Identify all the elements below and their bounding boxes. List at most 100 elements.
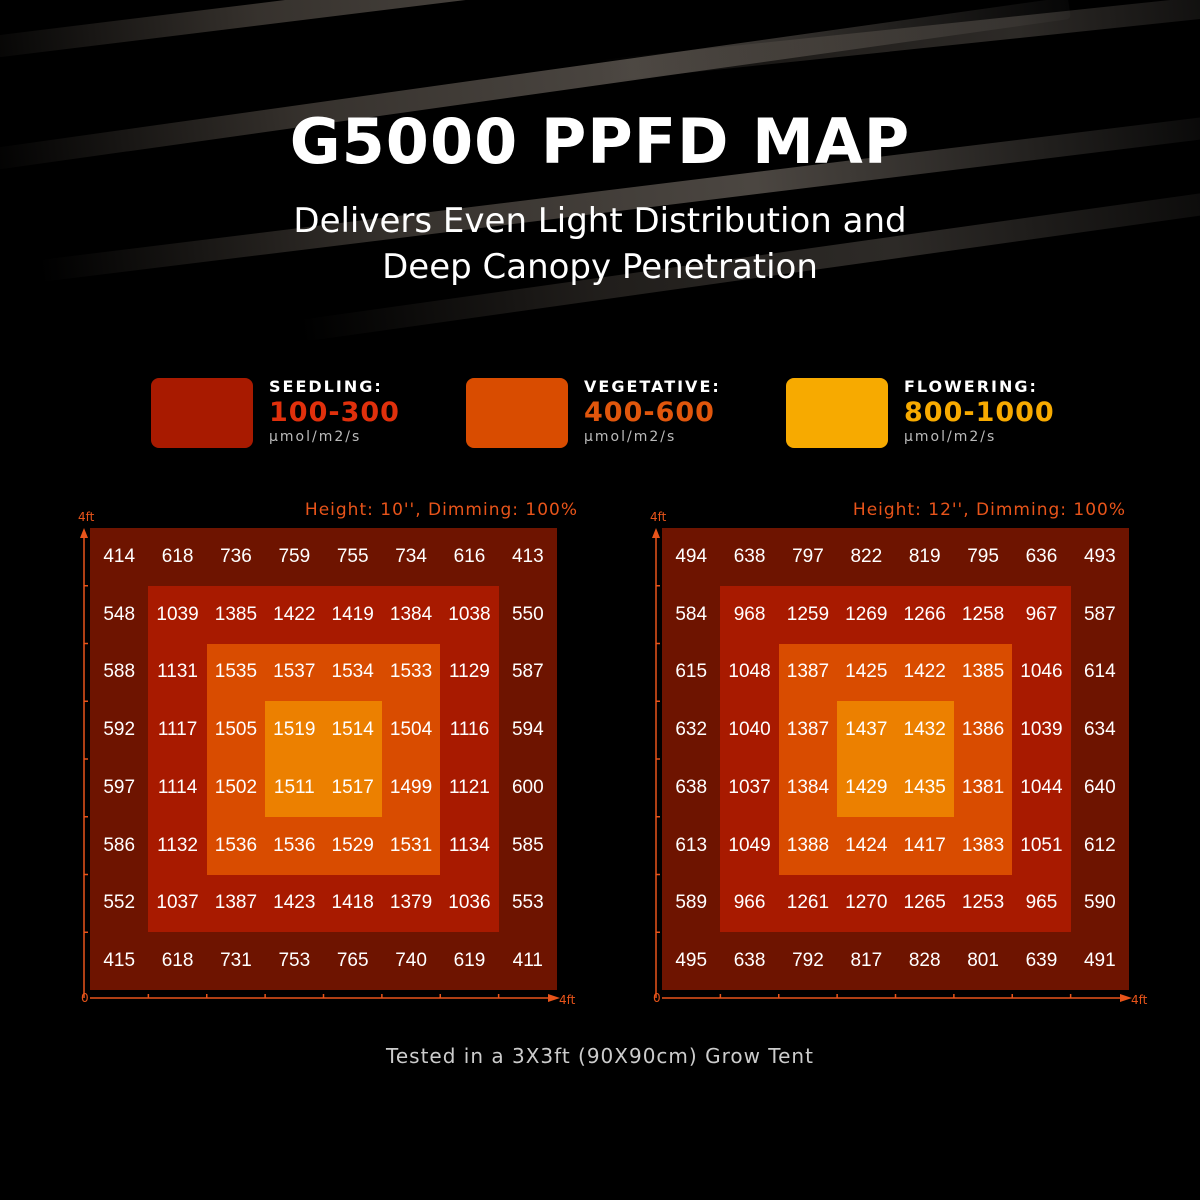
legend-range: 100-300 [269,397,400,428]
heatmap-cell: 1385 [953,643,1013,702]
heatmap-cell: 415 [90,932,149,990]
heatmap-cell: 632 [662,701,721,759]
heatmap-cell: 1117 [148,701,207,759]
heatmap-cell: 822 [837,528,896,586]
heatmap-cell: 731 [206,932,266,990]
legend-name: VEGETATIVE: [584,377,721,396]
heatmap-cell: 740 [381,932,441,990]
legend-range: 800-1000 [904,397,1055,428]
heatmap-cell: 589 [662,874,721,933]
x-axis-start-label: 0 [81,991,89,1005]
heatmap-cell: 1529 [323,816,382,875]
legend-unit: μmol/m2/s [269,429,362,445]
y-axis-end-label: 4ft [78,510,95,524]
heatmap-cell: 755 [323,528,382,586]
heatmap-cell: 550 [498,585,557,644]
map-axes [652,528,1132,1002]
legend-swatch [151,378,253,448]
legend-name: SEEDLING: [269,377,383,396]
heatmap-cell: 1435 [895,759,954,817]
heatmap-cell: 619 [440,932,499,990]
heatmap-cell: 1385 [206,585,266,644]
legend-swatch [786,378,888,448]
heatmap-cell: 411 [498,932,557,990]
heatmap-cell: 618 [148,528,207,586]
heatmap-cell: 413 [498,528,557,586]
heatmap-cell: 1253 [953,874,1013,933]
heatmap-cell: 1265 [895,874,954,933]
heatmap-cell: 1502 [206,759,266,817]
heatmap-cell: 548 [90,585,149,644]
heatmap-cell: 765 [323,932,382,990]
heatmap-cell: 1517 [323,759,382,817]
heatmap-cell: 586 [90,816,149,875]
heatmap-cell: 1535 [206,643,266,702]
heatmap-cell: 1134 [440,816,499,875]
heatmap-cell: 584 [662,585,721,644]
heatmap-cell: 1037 [148,874,207,933]
heatmap-cell: 966 [720,874,779,933]
heatmap-cell: 1038 [440,585,499,644]
map-axes [80,528,560,1002]
heatmap-cell: 1269 [837,585,896,644]
heatmap-cell: 1425 [837,643,896,702]
heatmap-cell: 639 [1012,932,1071,990]
heatmap-cell: 585 [498,816,557,875]
heatmap-cell: 1511 [265,759,324,817]
heatmap-cell: 1270 [837,874,896,933]
heatmap-grid: 494 638 797 822 819 795 636 493 584 968 1259 1269 12… [662,528,1129,990]
heatmap-cell: 1537 [265,643,324,702]
heatmap-cell: 1381 [953,759,1013,817]
heatmap-cell: 491 [1070,932,1129,990]
heatmap-cell: 1039 [1012,701,1071,759]
heatmap-cell: 494 [662,528,721,586]
heatmap-cell: 819 [895,528,954,586]
heatmap-cell: 967 [1012,585,1071,644]
x-axis-end-label: 4ft [559,993,576,1007]
legend-unit: μmol/m2/s [584,429,677,445]
heatmap-cell: 414 [90,528,149,586]
heatmap-cell: 1379 [381,874,441,933]
heatmap-cell: 792 [778,932,838,990]
heatmap-cell: 968 [720,585,779,644]
heatmap-cell: 1036 [440,874,499,933]
heatmap-cell: 1536 [206,816,266,875]
subtitle-line-2: Deep Canopy Penetration [382,247,818,287]
heatmap-cell: 614 [1070,643,1129,702]
heatmap-cell: 797 [778,528,838,586]
heatmap-cell: 1534 [323,643,382,702]
ppfd-map-10in: Height: 10'', Dimming: 100% 4ft 0 4ft 41… [78,496,578,1016]
legend-range: 400-600 [584,397,715,428]
y-axis-arrow [652,528,660,538]
heatmap-cell: 592 [90,701,149,759]
x-axis-end-label: 4ft [1131,993,1148,1007]
heatmap-cell: 1259 [778,585,838,644]
footer-note: Tested in a 3X3ft (90X90cm) Grow Tent [386,1044,814,1068]
heatmap-cell: 1423 [265,874,324,933]
heatmap-cell: 1499 [381,759,441,817]
x-axis-start-label: 0 [653,991,661,1005]
heatmap-cell: 1387 [206,874,266,933]
heatmap-cell: 495 [662,932,721,990]
heatmap-cell: 753 [265,932,324,990]
heatmap-cell: 1387 [778,643,838,702]
heatmap-cell: 1424 [837,816,896,875]
heatmap-cell: 597 [90,759,149,817]
page-subtitle: Delivers Even Light Distribution and Dee… [0,198,1200,290]
heatmap-cell: 636 [1012,528,1071,586]
heatmap-cell: 616 [440,528,499,586]
heatmap-cell: 615 [662,643,721,702]
heatmap-cell: 1046 [1012,643,1071,702]
heatmap-cell: 1121 [440,759,499,817]
heatmap-cell: 1386 [953,701,1013,759]
heatmap-cell: 795 [953,528,1013,586]
heatmap-cell: 1505 [206,701,266,759]
heatmap-cell: 1039 [148,585,207,644]
heatmap-cell: 1417 [895,816,954,875]
legend-unit: μmol/m2/s [904,429,997,445]
heatmap-cell: 1531 [381,816,441,875]
heatmap-grid: 414 618 736 759 755 734 616 413 548 1039 1385 1422 1… [90,528,557,990]
heatmap-cell: 594 [498,701,557,759]
heatmap-cell: 612 [1070,816,1129,875]
map-title: Height: 12'', Dimming: 100% [852,500,1126,520]
